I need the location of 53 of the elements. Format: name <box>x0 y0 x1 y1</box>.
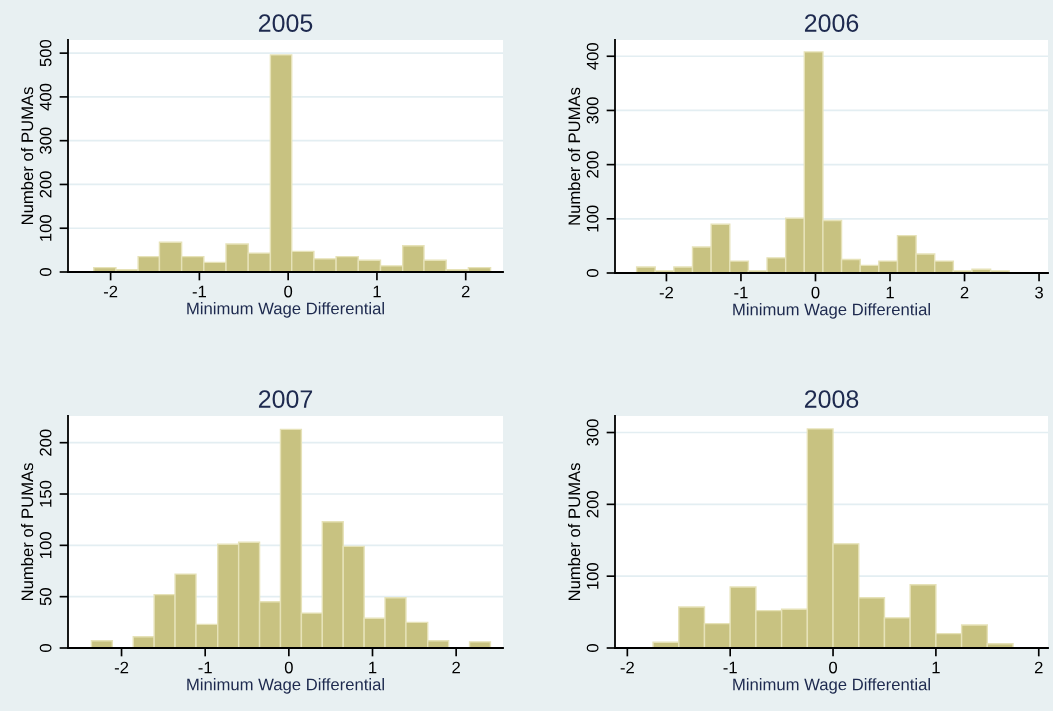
x-tick-label: -2 <box>103 285 118 298</box>
y-axis-title: Number of PUMAs <box>20 87 34 225</box>
x-tick-label: 1 <box>886 286 894 299</box>
x-axis-title: Minimum Wage Differential <box>187 678 384 694</box>
y-tick-label: 300 <box>586 97 599 124</box>
x-tick-label: 2 <box>461 285 470 298</box>
y-tick-label: 0 <box>586 269 599 277</box>
x-tick-label: 3 <box>1035 286 1043 299</box>
y-tick-label: 400 <box>39 83 52 111</box>
y-tick-label: 0 <box>39 268 52 276</box>
x-tick-label: 2 <box>1034 661 1043 674</box>
y-tick-label: 500 <box>39 39 52 67</box>
x-tick-label: -2 <box>620 661 634 674</box>
x-tick-label: 1 <box>373 285 381 298</box>
y-tick-label: 300 <box>586 419 599 446</box>
x-tick-label: 2 <box>452 661 460 674</box>
chart-title: 2006 <box>804 14 859 32</box>
y-tick-label: 0 <box>39 644 52 652</box>
x-tick-label: -2 <box>659 286 673 299</box>
x-tick-label: -1 <box>192 285 206 298</box>
y-tick-label: 0 <box>586 644 599 652</box>
x-tick-label: 0 <box>284 661 293 674</box>
y-tick-label: 200 <box>39 171 52 198</box>
x-tick-label: -1 <box>723 661 737 674</box>
x-tick-label: 1 <box>369 661 377 674</box>
chart-title: 2005 <box>258 14 313 32</box>
x-tick-label: 0 <box>811 286 820 299</box>
x-tick-label: -1 <box>198 661 212 674</box>
y-tick-label: 100 <box>586 562 599 589</box>
x-axis-title: Minimum Wage Differential <box>187 302 384 318</box>
y-tick-label: 400 <box>586 43 599 70</box>
y-tick-label: 100 <box>39 214 52 241</box>
x-tick-label: 0 <box>829 661 838 674</box>
x-tick-label: 1 <box>932 661 940 674</box>
x-tick-label: -2 <box>114 661 129 674</box>
y-tick-label: 100 <box>586 205 599 232</box>
chart-title: 2008 <box>804 390 859 408</box>
x-tick-label: -1 <box>734 286 748 299</box>
y-tick-label: 200 <box>586 151 599 178</box>
y-tick-label: 200 <box>586 491 599 518</box>
x-tick-label: 2 <box>960 286 969 299</box>
x-axis-title: Minimum Wage Differential <box>733 303 930 319</box>
y-tick-label: 150 <box>39 480 52 507</box>
x-axis-title: Minimum Wage Differential <box>733 678 930 694</box>
y-axis-title: Number of PUMAs <box>567 87 581 225</box>
y-tick-label: 50 <box>39 588 52 606</box>
y-tick-label: 200 <box>39 429 52 456</box>
y-tick-label: 300 <box>39 127 52 154</box>
chart-title: 2007 <box>258 390 313 408</box>
y-tick-label: 100 <box>39 532 52 558</box>
x-tick-label: 0 <box>284 285 293 298</box>
y-axis-title: Number of PUMAs <box>20 463 34 601</box>
y-axis-title: Number of PUMAs <box>567 463 581 601</box>
